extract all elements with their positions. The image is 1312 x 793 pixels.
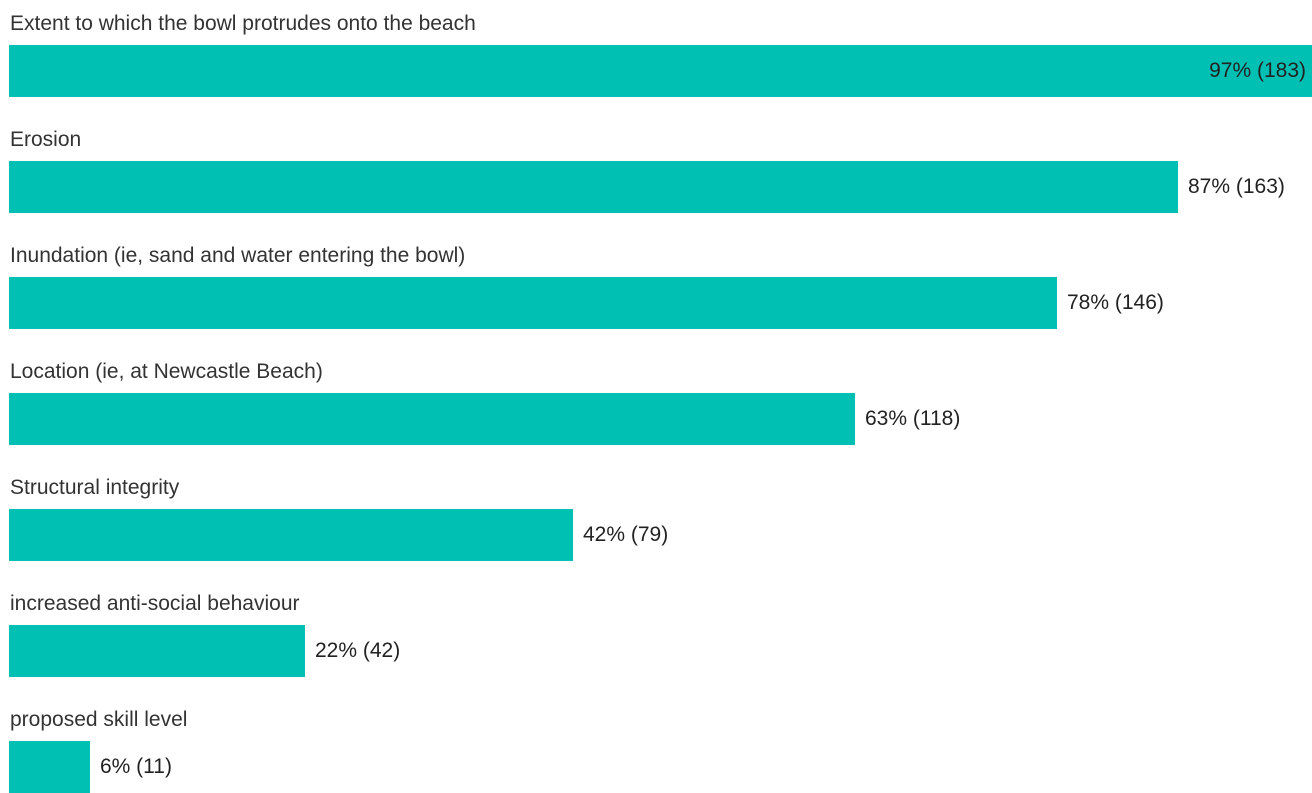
value-label: 97% (183) [1209, 59, 1306, 82]
bar [9, 625, 305, 677]
value-label: 78% (146) [1067, 291, 1164, 314]
category-label: Location (ie, at Newcastle Beach) [10, 360, 323, 383]
value-label: 6% (11) [100, 755, 172, 778]
category-label: Erosion [10, 128, 82, 151]
value-label: 22% (42) [315, 639, 401, 662]
value-label: 87% (163) [1188, 175, 1285, 198]
category-label: increased anti-social behaviour [10, 592, 300, 615]
category-label: proposed skill level [10, 708, 188, 731]
bar [9, 741, 90, 793]
category-label: Inundation (ie, sand and water entering … [10, 244, 466, 267]
bar [9, 45, 1312, 97]
bar [9, 393, 855, 445]
bar [9, 161, 1178, 213]
category-label: Extent to which the bowl protrudes onto … [10, 12, 476, 35]
bar [9, 509, 573, 561]
value-label: 42% (79) [583, 523, 669, 546]
category-label: Structural integrity [10, 476, 180, 499]
value-label: 63% (118) [865, 407, 961, 430]
bar [9, 277, 1057, 329]
